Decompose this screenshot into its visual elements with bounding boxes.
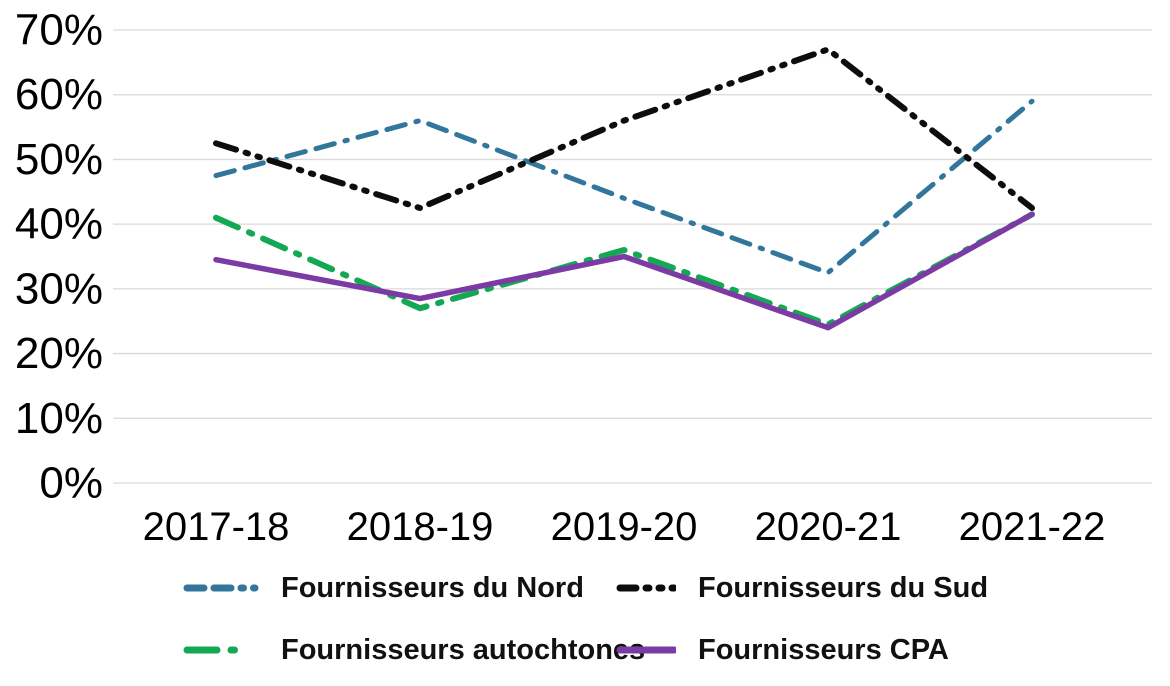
x-axis-tick-label: 2020-21 xyxy=(755,505,902,549)
series-line-fournisseurs-cpa xyxy=(213,211,1035,331)
legend-label-fournisseurs-du-sud: Fournisseurs du Sud xyxy=(698,571,989,604)
legend-row-1: Fournisseurs du Nord Fournisseurs du Sud xyxy=(0,566,1170,610)
series-line-fournisseurs-du-nord xyxy=(213,98,1035,276)
x-axis-tick-label: 2018-19 xyxy=(347,505,494,549)
y-axis-tick-label: 20% xyxy=(15,329,103,378)
legend-swatch-dash-dot-dot-line-icon xyxy=(616,584,676,592)
chart-legend: Fournisseurs du Nord Fournisseurs du Sud… xyxy=(0,556,1170,686)
legend-swatch-dash-dot-line-icon xyxy=(183,646,259,654)
legend-item-fournisseurs-du-nord: Fournisseurs du Nord xyxy=(183,566,584,610)
y-axis-tick-label: 30% xyxy=(15,264,103,313)
y-axis-tick-label: 50% xyxy=(15,135,103,184)
series-line-fournisseurs-autochtones xyxy=(213,211,1035,328)
y-axis-tick-label: 70% xyxy=(15,6,103,55)
y-axis-tick-label: 0% xyxy=(39,459,103,508)
legend-label-fournisseurs-cpa: Fournisseurs CPA xyxy=(698,633,949,666)
legend-item-fournisseurs-autochtones: Fournisseurs autochtones xyxy=(183,628,645,672)
legend-swatch-solid-line-icon xyxy=(616,646,676,654)
legend-label-fournisseurs-autochtones: Fournisseurs autochtones xyxy=(281,633,646,666)
legend-item-fournisseurs-du-sud: Fournisseurs du Sud xyxy=(616,566,988,610)
y-axis-tick-label: 40% xyxy=(15,200,103,249)
legend-swatch-dashed-line-icon xyxy=(183,584,259,592)
x-axis-tick-label: 2017-18 xyxy=(143,505,290,549)
series-line-fournisseurs-du-sud xyxy=(213,46,1035,211)
plot-area: 0% 10% 20% 30% 40% 50% 60% 70% 2017-18 2018-19 201… xyxy=(15,6,1152,549)
x-axis-tick-label: 2019-20 xyxy=(551,505,698,549)
y-axis-tick-label: 10% xyxy=(15,394,103,443)
y-axis-tick-label: 60% xyxy=(15,70,103,119)
legend-item-fournisseurs-cpa: Fournisseurs CPA xyxy=(616,628,949,672)
legend-row-2: Fournisseurs autochtones Fournisseurs CP… xyxy=(0,628,1170,672)
legend-label-fournisseurs-du-nord: Fournisseurs du Nord xyxy=(281,571,584,604)
x-axis-tick-label: 2021-22 xyxy=(959,505,1106,549)
